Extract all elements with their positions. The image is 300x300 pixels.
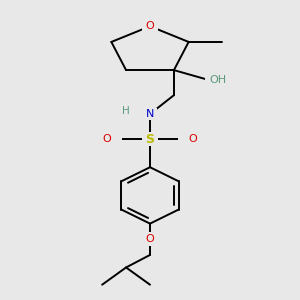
Text: O: O [146, 21, 154, 31]
Text: S: S [146, 133, 154, 146]
Text: O: O [189, 134, 197, 144]
Text: O: O [146, 234, 154, 244]
Text: O: O [103, 134, 111, 144]
FancyBboxPatch shape [104, 132, 122, 146]
FancyBboxPatch shape [142, 132, 158, 146]
Text: OH: OH [209, 74, 226, 85]
FancyBboxPatch shape [205, 73, 231, 86]
FancyBboxPatch shape [143, 108, 157, 120]
Text: H: H [122, 106, 130, 116]
FancyBboxPatch shape [178, 132, 196, 146]
FancyBboxPatch shape [142, 20, 158, 33]
FancyBboxPatch shape [142, 232, 158, 246]
Text: N: N [146, 109, 154, 119]
